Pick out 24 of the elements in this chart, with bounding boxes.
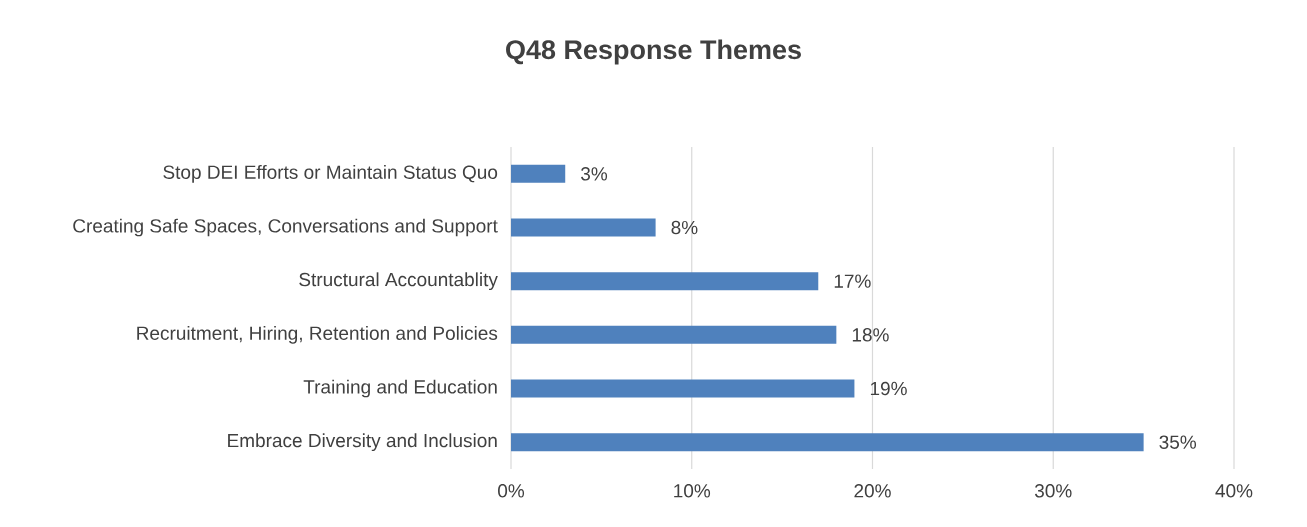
- x-tick-label: 30%: [1034, 484, 1072, 498]
- bar: [511, 379, 855, 398]
- data-label: 19%: [870, 381, 907, 396]
- data-label: 18%: [852, 328, 889, 342]
- y-tick-label: Creating Safe Spaces, Conversations and Support: [73, 218, 498, 237]
- y-tick-label: Structural Accountablity: [299, 272, 498, 291]
- data-label: 17%: [834, 274, 871, 288]
- bar: [511, 433, 1144, 452]
- y-tick-label: Embrace Diversity and Inclusion: [228, 433, 497, 452]
- x-tick-label: 40%: [1215, 484, 1253, 498]
- data-label: 8%: [671, 220, 698, 235]
- data-label: 3%: [581, 167, 608, 181]
- data-label: 35%: [1159, 435, 1197, 449]
- y-tick-label: Training and Education: [303, 379, 497, 398]
- x-tick-label: 20%: [854, 484, 891, 498]
- bar: [511, 218, 656, 237]
- y-tick-label: Stop DEI Efforts or Maintain Status Quo: [163, 164, 498, 183]
- chart-title: Q48 Response Themes: [506, 39, 801, 65]
- x-tick-label: 0%: [498, 484, 525, 498]
- bar: [511, 325, 837, 344]
- bar: [511, 164, 566, 183]
- bar: [511, 272, 819, 291]
- x-tick-label: 10%: [674, 484, 711, 498]
- y-tick-label: Recruitment, Hiring, Retention and Policies: [137, 325, 498, 344]
